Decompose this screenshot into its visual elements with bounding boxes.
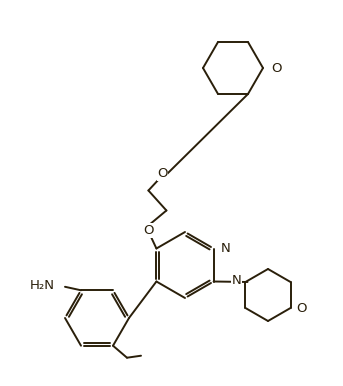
Text: O: O (143, 224, 154, 237)
Text: O: O (271, 61, 282, 74)
Text: N: N (221, 242, 230, 255)
Text: O: O (157, 167, 168, 180)
Text: N: N (232, 274, 241, 286)
Text: H₂N: H₂N (30, 279, 55, 292)
Text: O: O (296, 301, 307, 315)
